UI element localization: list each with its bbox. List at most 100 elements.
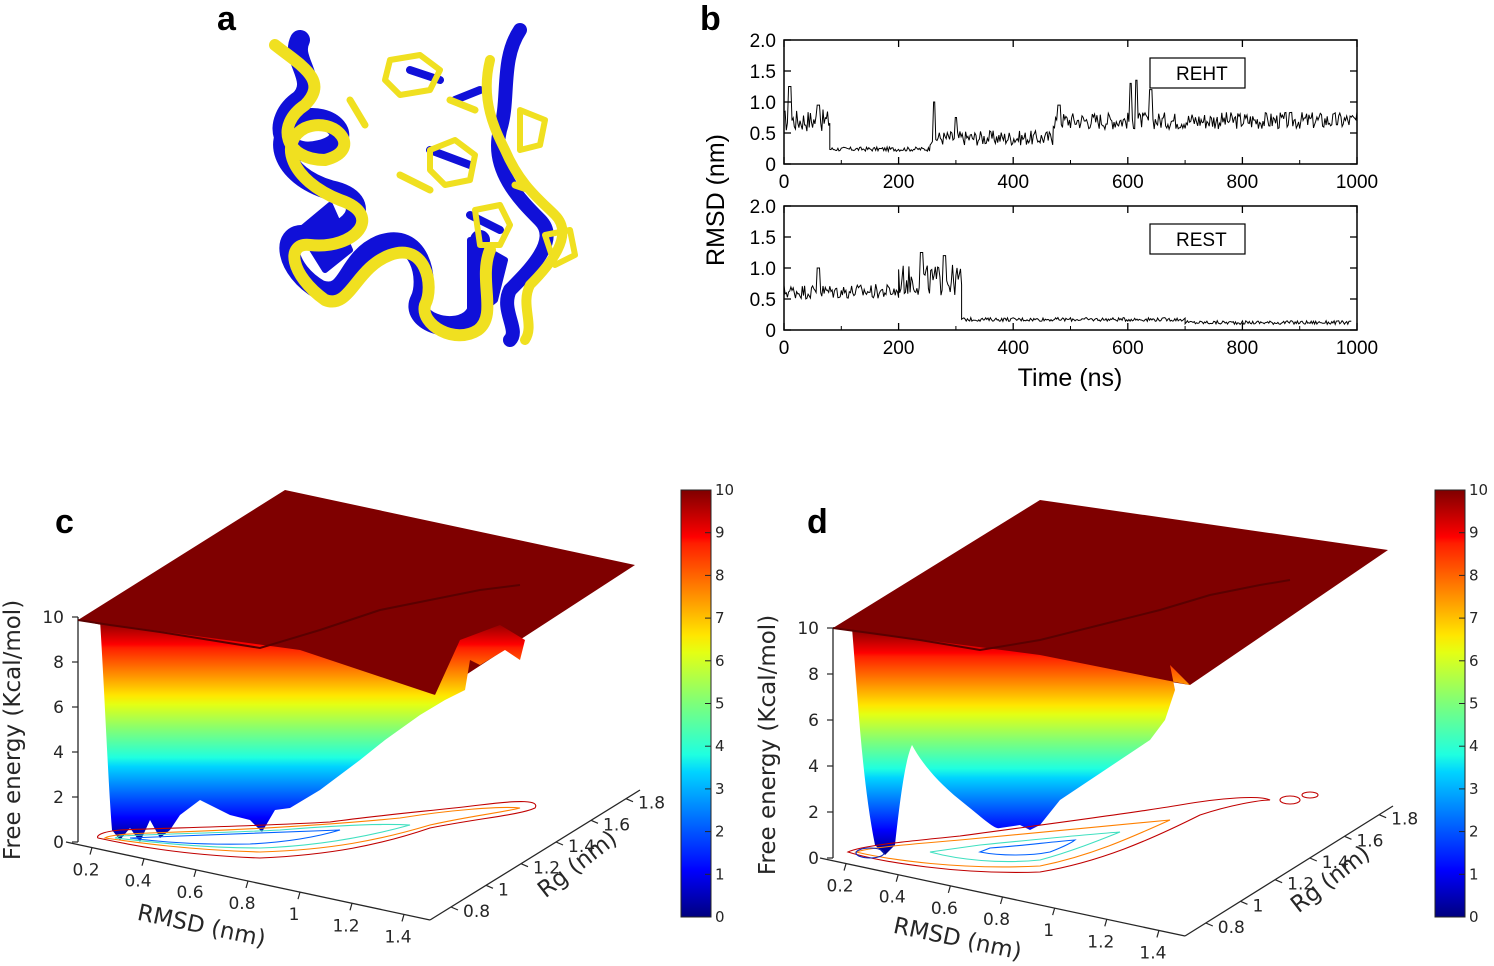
z-tick-label: 0 bbox=[808, 849, 819, 869]
x-tick-mark bbox=[141, 858, 145, 866]
x-tick-label: 600 bbox=[1112, 338, 1144, 359]
chart-b-rest: 0 200 400 600 800 1000 0 0.5 1.0 1.5 2.0 REST bbox=[750, 197, 1379, 359]
y-tick-label: 0.8 bbox=[1218, 918, 1245, 938]
z-tick-label: 2 bbox=[808, 803, 819, 823]
series-line-rest bbox=[783, 252, 1352, 326]
y-tick-mark bbox=[450, 906, 459, 911]
colorbar-tick-label: 0 bbox=[1469, 908, 1479, 926]
x-tick-label: 0.8 bbox=[983, 910, 1010, 930]
x-tick-label: 1 bbox=[289, 905, 300, 925]
plot-frame-reht bbox=[783, 39, 1358, 165]
y-tick-label: 2.0 bbox=[750, 31, 776, 52]
y-tick-label: 0 bbox=[765, 155, 776, 176]
x-tick-label: 1.4 bbox=[1139, 943, 1166, 963]
colorbar-tick-label: 4 bbox=[1469, 737, 1479, 755]
colorbar-tick-label: 6 bbox=[1469, 652, 1479, 670]
x-tick-label: 200 bbox=[883, 338, 915, 359]
legend-box-rest bbox=[1149, 223, 1246, 255]
y-tick-label: 1.4 bbox=[1322, 853, 1349, 873]
x-tick-mark bbox=[401, 914, 405, 922]
z-tick-label: 10 bbox=[42, 608, 64, 628]
panel-label-a: a bbox=[217, 0, 237, 38]
colorbar-ticks-c: 0 1 2 3 4 5 6 7 8 9 10 bbox=[705, 481, 734, 926]
x-tick-mark bbox=[1104, 919, 1108, 927]
x-tick-label: 0.6 bbox=[176, 883, 203, 903]
x-tick-label: 0 bbox=[779, 338, 790, 359]
x-tick-mark bbox=[1156, 930, 1160, 938]
x-tick-mark bbox=[89, 847, 93, 855]
y-tick-label: 0.5 bbox=[750, 124, 776, 145]
y-tick-mark bbox=[1205, 922, 1214, 927]
x-tick-label: 1 bbox=[1043, 921, 1054, 941]
y-tick-label: 0.8 bbox=[463, 902, 490, 922]
y-axis-line-c bbox=[429, 789, 641, 921]
x-tick-label: 0.4 bbox=[124, 872, 151, 892]
y-tick-label: 0 bbox=[765, 321, 776, 342]
y-tick-label: 1 bbox=[498, 880, 509, 900]
x-tick-mark bbox=[999, 896, 1004, 905]
x-tick-label: 800 bbox=[1227, 172, 1259, 193]
surface-ridge-c bbox=[77, 584, 521, 650]
colorbar-tick-label: 8 bbox=[715, 566, 725, 584]
z-axis-label-d: Free energy (Kcal/mol) bbox=[755, 615, 781, 875]
x-tick-label: 0.6 bbox=[931, 899, 958, 919]
x-tick-mark bbox=[193, 869, 197, 878]
colorbar-tick-label: 2 bbox=[715, 823, 725, 841]
z-tick-label: 8 bbox=[808, 665, 819, 685]
surface-well-c bbox=[78, 620, 525, 842]
y-tick-label: 1.8 bbox=[638, 794, 665, 814]
z-ticks-c: 0 2 4 6 8 10 bbox=[42, 608, 78, 853]
y-tick-mark bbox=[555, 841, 564, 846]
y-tick-mark bbox=[485, 884, 494, 889]
x-tick-label: 1.2 bbox=[1087, 932, 1114, 952]
x-tick-label: 400 bbox=[997, 338, 1029, 359]
x-tick-label: 0.8 bbox=[228, 894, 255, 914]
y-tick-mark bbox=[590, 819, 599, 824]
x-tick-mark bbox=[1052, 907, 1056, 916]
x-tick-label: 400 bbox=[997, 172, 1029, 193]
x-tick-label: 1000 bbox=[1336, 172, 1378, 193]
colorbar-tick-label: 4 bbox=[715, 737, 725, 755]
y-tick-mark bbox=[1309, 857, 1318, 862]
y-tick-label: 1.0 bbox=[750, 259, 776, 280]
colorbar-tick-label: 1 bbox=[1469, 865, 1479, 883]
y-tick-label: 1.2 bbox=[1287, 875, 1314, 895]
x-tick-label: 200 bbox=[883, 172, 915, 193]
colorbar-tick-label: 7 bbox=[1469, 609, 1479, 627]
colorbar-tick-label: 9 bbox=[715, 524, 725, 542]
x-tick-mark bbox=[947, 885, 951, 894]
x-tick-label: 0 bbox=[779, 172, 790, 193]
z-tick-label: 10 bbox=[797, 619, 819, 639]
colorbar-tick-label: 1 bbox=[715, 865, 725, 883]
z-ticks-d: 0 2 4 6 8 10 bbox=[797, 619, 833, 869]
y-tick-label: 1.8 bbox=[1391, 810, 1418, 830]
colorbar-tick-label: 5 bbox=[715, 695, 725, 713]
surface-plateau-d bbox=[833, 500, 1388, 685]
y-tick-label: 1.5 bbox=[750, 62, 776, 83]
y-ticks-d: 0.8 1 1.2 1.4 1.6 1.8 bbox=[1205, 810, 1418, 938]
colorbar-tick-label: 0 bbox=[715, 908, 725, 926]
y-tick-label: 0.5 bbox=[750, 290, 776, 311]
colorbar-tick-label: 6 bbox=[715, 652, 725, 670]
x-tick-label: 600 bbox=[1112, 172, 1144, 193]
x-tick-label: 0.2 bbox=[72, 861, 99, 881]
z-tick-label: 0 bbox=[53, 833, 64, 853]
legend-box-reht bbox=[1149, 57, 1246, 89]
y-axis-label-rmsd: RMSD (nm) bbox=[702, 134, 730, 266]
x-tick-mark bbox=[349, 903, 353, 911]
x-tick-label: 1.2 bbox=[332, 916, 359, 936]
panel-label-b: b bbox=[700, 0, 721, 38]
colorbar-tick-label: 10 bbox=[1469, 481, 1488, 499]
x-ticks-reht: 0 200 400 600 800 1000 bbox=[779, 40, 1378, 193]
contours-c bbox=[97, 801, 537, 859]
chart-b-reht: 0 200 400 600 800 1000 0 0.5 1.0 1.5 2.0 REHT bbox=[750, 31, 1379, 193]
x-tick-mark bbox=[843, 863, 847, 871]
colorbar-tick-label: 9 bbox=[1469, 524, 1479, 542]
x-ticks-d: 0.2 0.4 0.6 0.8 1 1.2 1.4 bbox=[827, 863, 1166, 963]
legend-label-reht: REHT bbox=[1176, 64, 1228, 85]
legend-label-rest: REST bbox=[1176, 230, 1227, 251]
y-ticks-rest: 0 0.5 1.0 1.5 2.0 bbox=[750, 197, 1357, 342]
predicted-structure-ribbon bbox=[269, 39, 578, 345]
